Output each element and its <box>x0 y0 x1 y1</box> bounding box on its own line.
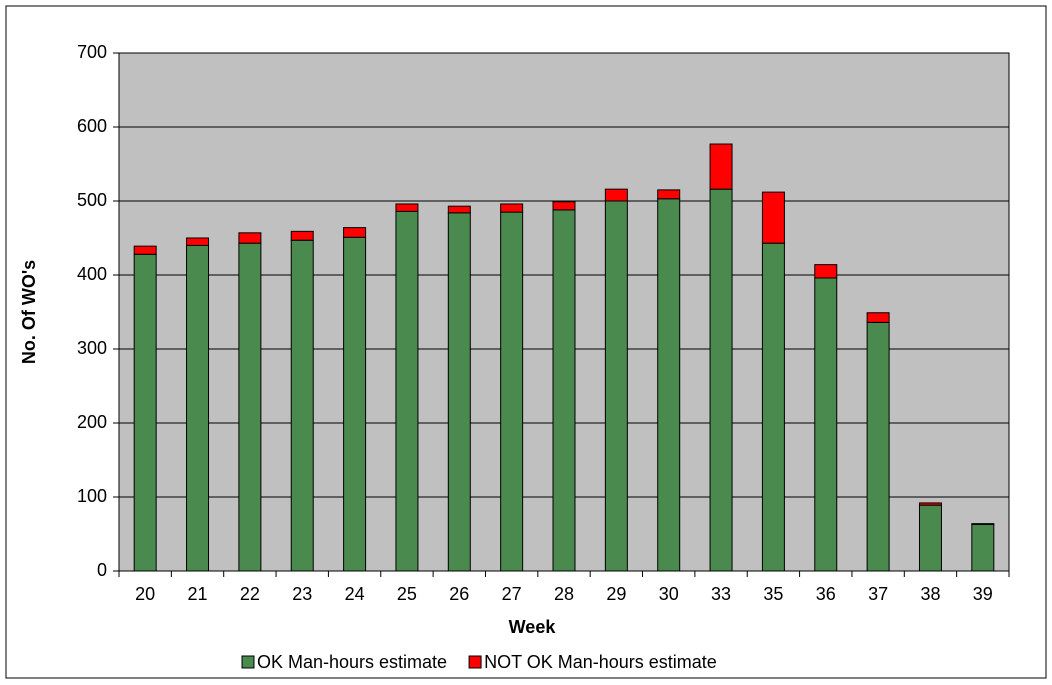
bar-segment <box>500 203 524 213</box>
x-tick-label: 38 <box>920 584 940 604</box>
x-tick-label: 20 <box>135 584 155 604</box>
x-tick-label: 21 <box>188 584 208 604</box>
bar-segment <box>866 321 890 572</box>
bar-segment <box>447 205 471 214</box>
x-tick-label: 23 <box>292 584 312 604</box>
bar-segment <box>761 242 785 572</box>
x-tick-label: 24 <box>345 584 365 604</box>
bar-segment <box>290 239 314 572</box>
legend-label: OK Man-hours estimate <box>257 652 447 672</box>
x-tick-label: 26 <box>449 584 469 604</box>
x-tick-label: 25 <box>397 584 417 604</box>
legend-label: NOT OK Man-hours estimate <box>484 652 717 672</box>
x-tick-label: 36 <box>816 584 836 604</box>
bar-segment <box>971 523 995 572</box>
bar-segment <box>761 191 785 244</box>
y-tick-label: 200 <box>77 412 107 432</box>
x-tick-label: 35 <box>763 584 783 604</box>
legend-swatch <box>241 655 255 669</box>
y-axis-label: No. Of WO's <box>19 260 39 364</box>
y-tick-label: 700 <box>77 42 107 62</box>
bar-segment <box>918 504 942 572</box>
bar-segment <box>604 200 628 572</box>
bar-segment <box>343 236 367 572</box>
bar-segment <box>814 277 838 572</box>
bar-segment <box>814 264 838 279</box>
bar-segment <box>500 211 524 572</box>
x-tick-label: 30 <box>659 584 679 604</box>
bar-segment <box>290 230 314 241</box>
y-tick-label: 100 <box>77 486 107 506</box>
bar-segment <box>395 210 419 572</box>
y-tick-label: 600 <box>77 116 107 136</box>
y-tick-label: 500 <box>77 190 107 210</box>
bar-segment <box>657 198 681 572</box>
x-tick-label: 29 <box>606 584 626 604</box>
y-tick-label: 400 <box>77 264 107 284</box>
bar-segment <box>447 212 471 572</box>
bar-segment <box>709 143 733 190</box>
x-tick-label: 37 <box>868 584 888 604</box>
bar-segment <box>133 253 157 572</box>
x-tick-label: 28 <box>554 584 574 604</box>
bar-segment <box>133 245 157 255</box>
x-tick-label: 39 <box>973 584 993 604</box>
bar-segment <box>657 189 681 200</box>
bar-segment <box>343 227 367 238</box>
bar-segment <box>866 312 890 323</box>
bar-segment <box>186 237 210 246</box>
bar-segment <box>395 203 419 212</box>
legend-swatch <box>468 655 482 669</box>
bar-segment <box>918 502 942 506</box>
x-tick-label: 27 <box>502 584 522 604</box>
y-tick-label: 0 <box>97 560 107 580</box>
x-axis-label: Week <box>509 617 557 637</box>
bar-segment <box>971 523 995 525</box>
bar-segment <box>552 201 576 211</box>
bar-segment <box>238 232 262 244</box>
bar-segment <box>186 244 210 572</box>
x-tick-label: 22 <box>240 584 260 604</box>
y-tick-label: 300 <box>77 338 107 358</box>
bar-segment <box>709 188 733 572</box>
bar-segment <box>604 188 628 202</box>
bar-segment <box>238 242 262 572</box>
x-tick-label: 33 <box>711 584 731 604</box>
bar-segment <box>552 209 576 572</box>
